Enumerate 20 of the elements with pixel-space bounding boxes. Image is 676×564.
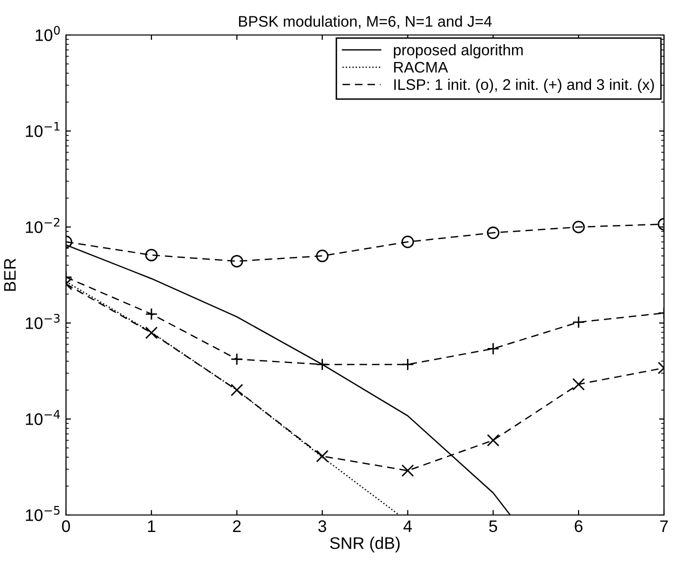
y-tick-label: 10$^{−3}$: [26, 314, 60, 330]
y-tick-label: 10$^{−5}$: [26, 506, 60, 522]
chart-title: BPSK modulation, M=6, N=1 and J=4: [239, 16, 492, 29]
y-axis-title: BER: [4, 258, 16, 291]
x-tick-label: 0: [62, 520, 70, 532]
y-tick-label: 10$^{−4}$: [26, 410, 60, 426]
legend-label: RACMA: [394, 62, 448, 73]
y-tick-label: 10$^{0}$: [36, 26, 60, 42]
y-tick-label: 10$^{−2}$: [26, 218, 60, 234]
x-tick-label: 5: [489, 520, 498, 532]
y-tick-label: 10$^{−1}$: [26, 122, 60, 138]
x-tick-label: 2: [233, 520, 241, 532]
x-tick-label: 6: [574, 520, 582, 532]
x-tick-label: 7: [660, 520, 668, 532]
x-tick-label: 3: [318, 520, 326, 532]
x-tick-label: 1: [148, 520, 156, 532]
legend-label: proposed algorithm: [394, 44, 523, 58]
x-tick-label: 4: [403, 520, 412, 532]
x-axis-title: SNR (dB): [330, 536, 400, 552]
legend-label: ILSP: 1 init. (o), 2 init. (+) and 3 init. (x): [394, 78, 654, 93]
